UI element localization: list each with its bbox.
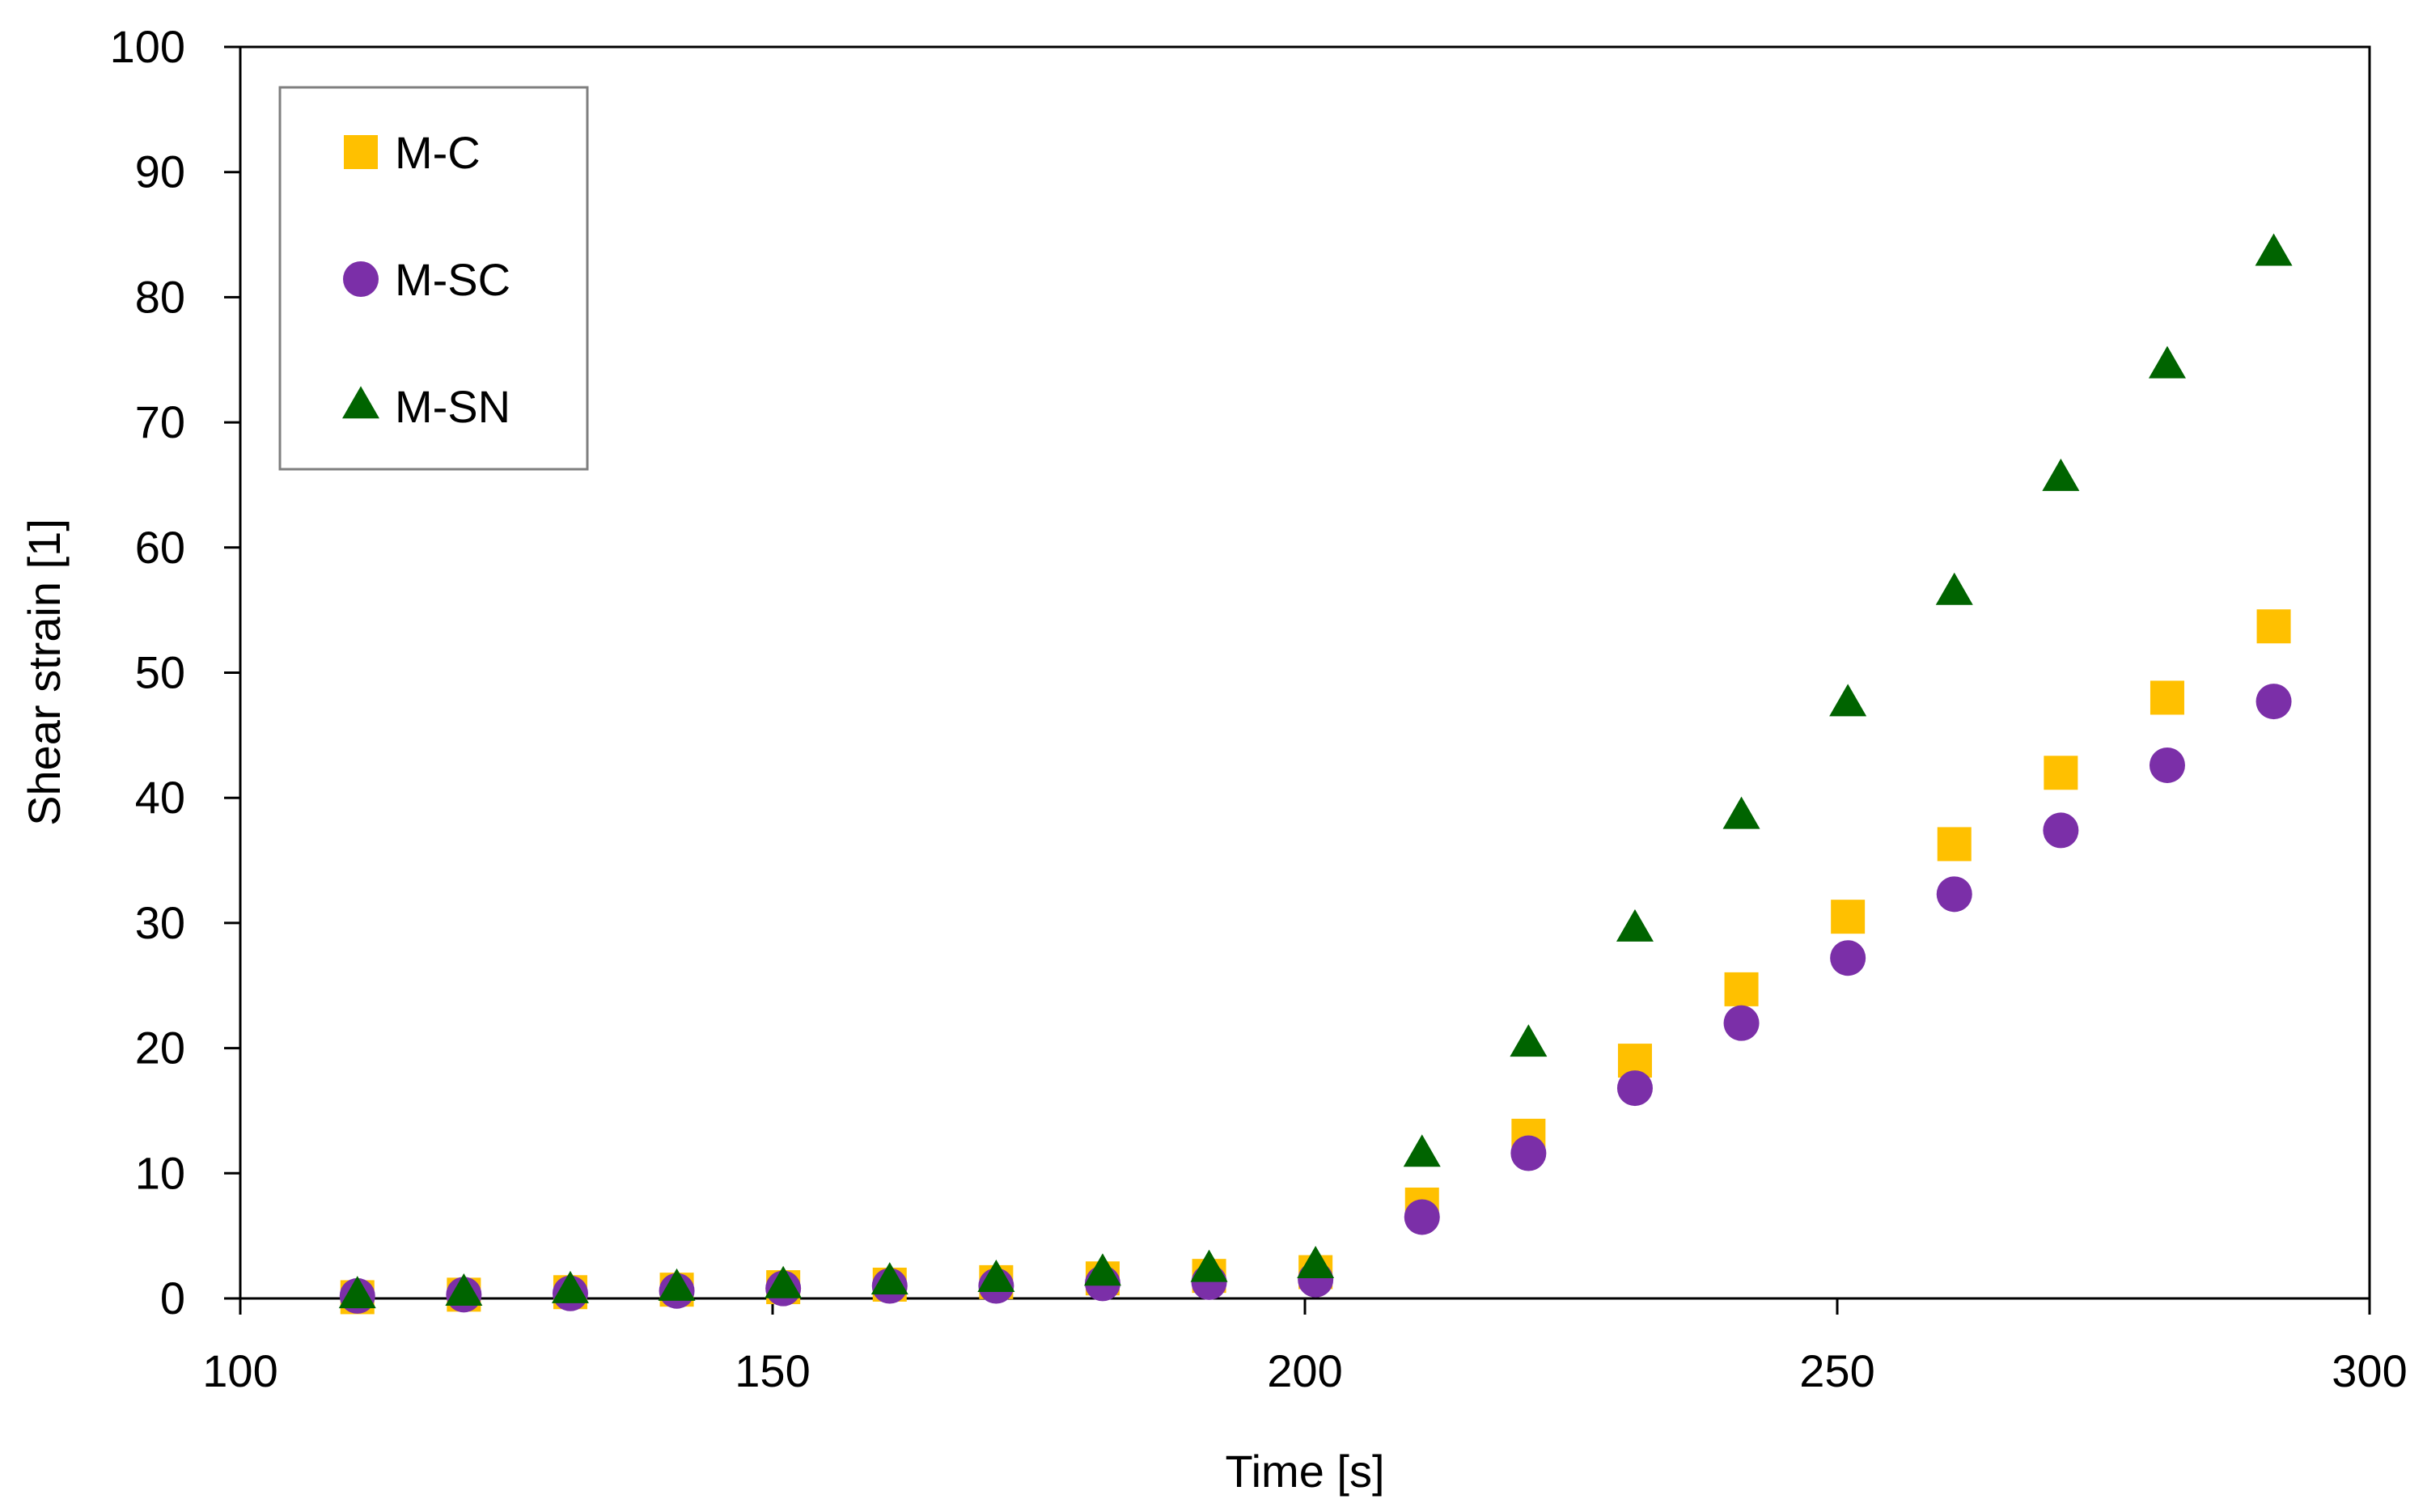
legend-box bbox=[278, 86, 589, 471]
data-point-m-sn bbox=[2148, 345, 2186, 379]
data-point-m-c bbox=[1937, 827, 1972, 862]
data-point-m-c bbox=[1831, 900, 1866, 934]
y-tick-label: 50 bbox=[135, 647, 185, 698]
x-tick-label: 300 bbox=[2332, 1345, 2407, 1396]
data-point-m-c bbox=[1724, 972, 1759, 1006]
data-point-m-sn bbox=[1190, 1249, 1228, 1282]
data-point-m-sn bbox=[2255, 233, 2293, 266]
data-point-m-sc bbox=[1616, 1070, 1653, 1107]
y-tick-label: 0 bbox=[160, 1273, 185, 1324]
legend-label-m-c: M-C bbox=[395, 127, 481, 178]
legend-item-m-sc: M-SC bbox=[343, 254, 510, 305]
legend-label-m-sc: M-SC bbox=[395, 254, 510, 305]
legend-marker-m-c bbox=[344, 135, 378, 169]
data-point-m-sn bbox=[765, 1265, 803, 1298]
legend-items: M-C M-SC M-SN bbox=[342, 127, 510, 432]
data-point-m-sc bbox=[2149, 747, 2185, 783]
data-point-m-sn bbox=[1722, 796, 1760, 829]
data-point-m-sn bbox=[1403, 1134, 1441, 1167]
y-axis: 0 10 20 30 40 50 60 70 80 90 100 bbox=[110, 21, 240, 1324]
y-tick-label: 20 bbox=[135, 1023, 185, 1074]
data-point-m-sn bbox=[1829, 684, 1867, 717]
series-layer bbox=[338, 233, 2293, 1315]
legend-item-m-c: M-C bbox=[344, 127, 481, 178]
y-tick-label: 10 bbox=[135, 1147, 185, 1198]
data-point-m-sn bbox=[658, 1268, 696, 1301]
y-axis-title: Shear strain [1] bbox=[19, 519, 70, 826]
data-point-m-sn bbox=[977, 1259, 1015, 1292]
data-point-m-sc bbox=[1404, 1199, 1440, 1235]
data-point-m-sc bbox=[2255, 684, 2292, 720]
data-point-m-sn bbox=[445, 1273, 483, 1307]
y-tick-label: 70 bbox=[135, 396, 185, 447]
data-point-m-sc bbox=[1936, 876, 1972, 913]
y-tick-label: 90 bbox=[135, 146, 185, 197]
data-point-m-sc bbox=[2043, 812, 2079, 849]
legend-marker-m-sn bbox=[342, 386, 379, 419]
data-point-m-c bbox=[2256, 609, 2291, 644]
data-point-m-sn bbox=[2042, 458, 2080, 491]
legend: M-C M-SC M-SN bbox=[278, 86, 589, 471]
data-point-m-sn bbox=[1510, 1024, 1548, 1057]
x-tick-label: 150 bbox=[735, 1345, 810, 1396]
data-point-m-sn bbox=[1083, 1253, 1121, 1286]
x-tick-label: 250 bbox=[1799, 1345, 1874, 1396]
data-point-m-sn bbox=[338, 1276, 376, 1309]
data-point-m-sc bbox=[1830, 940, 1866, 976]
data-point-m-sn bbox=[551, 1270, 589, 1303]
data-point-m-sn bbox=[1935, 572, 1973, 605]
y-tick-label: 100 bbox=[110, 21, 185, 72]
data-point-m-sc bbox=[1723, 1005, 1760, 1041]
y-tick-label: 40 bbox=[135, 772, 185, 823]
data-point-m-c bbox=[2044, 756, 2078, 790]
x-axis: 100 150 200 250 300 bbox=[202, 1298, 2408, 1396]
x-axis-title: Time [s] bbox=[1225, 1446, 1384, 1497]
data-point-m-sn bbox=[870, 1262, 909, 1295]
data-point-m-sn bbox=[1616, 908, 1654, 942]
y-tick-label: 30 bbox=[135, 897, 185, 948]
data-point-m-sc bbox=[1510, 1135, 1547, 1171]
data-point-m-c bbox=[2150, 680, 2184, 715]
legend-item-m-sn: M-SN bbox=[342, 381, 510, 432]
series-m-sn bbox=[338, 233, 2293, 1309]
y-tick-label: 60 bbox=[135, 522, 185, 573]
legend-label-m-sn: M-SN bbox=[395, 381, 510, 432]
x-tick-label: 100 bbox=[202, 1345, 277, 1396]
data-point-m-sn bbox=[1297, 1245, 1335, 1278]
x-tick-label: 200 bbox=[1267, 1345, 1342, 1396]
y-tick-label: 80 bbox=[135, 271, 185, 322]
legend-marker-m-sc bbox=[343, 261, 379, 297]
